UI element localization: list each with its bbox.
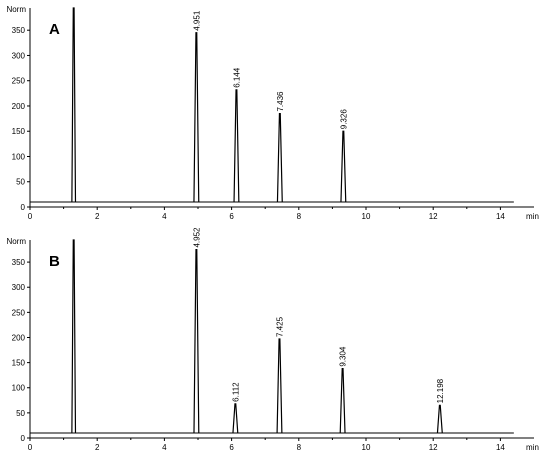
peak-label: 9.304 bbox=[339, 346, 348, 367]
y-tick-label: 350 bbox=[12, 258, 26, 267]
peak-label: 4.951 bbox=[192, 10, 201, 31]
y-tick-label: 150 bbox=[12, 359, 26, 368]
peak-label: 7.436 bbox=[276, 91, 285, 112]
peak-trace bbox=[340, 130, 347, 202]
y-axis-label: Norm bbox=[6, 237, 26, 246]
peak-trace bbox=[339, 368, 346, 433]
y-axis-label: Norm bbox=[6, 5, 26, 14]
x-tick-label: 14 bbox=[496, 443, 505, 452]
x-tick-label: 0 bbox=[28, 443, 33, 452]
x-tick-label: 6 bbox=[229, 443, 234, 452]
x-tick-label: 2 bbox=[95, 443, 100, 452]
x-tick-label: 10 bbox=[362, 443, 371, 452]
y-tick-label: 300 bbox=[12, 51, 26, 60]
y-tick-label: 350 bbox=[12, 26, 26, 35]
x-tick-label: 14 bbox=[496, 212, 505, 221]
peak-trace bbox=[436, 404, 443, 434]
peak-trace bbox=[193, 32, 200, 202]
peak-trace bbox=[71, 239, 77, 433]
peak-trace bbox=[193, 248, 200, 433]
peak-trace bbox=[276, 112, 283, 202]
panel-label: A bbox=[49, 21, 60, 38]
y-tick-label: 250 bbox=[12, 308, 26, 317]
peak-label: 7.425 bbox=[275, 316, 284, 337]
peak-trace bbox=[71, 7, 77, 202]
peak-label: 6.144 bbox=[232, 67, 241, 88]
x-tick-label: 6 bbox=[229, 212, 234, 221]
y-tick-label: 50 bbox=[16, 178, 25, 187]
peak-trace bbox=[276, 338, 283, 433]
y-tick-label: 100 bbox=[12, 384, 26, 393]
peak-label: 4.952 bbox=[192, 227, 201, 248]
chart-panel-a: 0 50 100 150 200 250 300 350 Norm 0 2 4 6 8 10 12 14 min A… bbox=[6, 5, 538, 221]
x-tick-label: 8 bbox=[297, 443, 302, 452]
chart-panel-b: 0 50 100 150 200 250 300 350 Norm 0 2 4 6 8 10 12 14 min B… bbox=[6, 227, 538, 452]
x-tick-label: 10 bbox=[362, 212, 371, 221]
y-tick-label: 250 bbox=[12, 77, 26, 86]
y-tick-label: 200 bbox=[12, 333, 26, 342]
y-tick-label: 0 bbox=[21, 203, 26, 212]
y-tick-label: 200 bbox=[12, 102, 26, 111]
x-tick-label: 4 bbox=[162, 443, 167, 452]
x-tick-label: 8 bbox=[297, 212, 302, 221]
y-tick-label: 100 bbox=[12, 152, 26, 161]
peak-trace bbox=[233, 89, 240, 202]
x-axis-label: min bbox=[526, 212, 539, 221]
x-tick-label: 12 bbox=[429, 443, 438, 452]
peak-label: 6.112 bbox=[231, 382, 240, 402]
y-tick-label: 300 bbox=[12, 283, 26, 292]
x-tick-label: 0 bbox=[28, 212, 33, 221]
y-tick-label: 0 bbox=[21, 434, 26, 443]
x-axis-label: min bbox=[526, 443, 539, 452]
peak-label: 9.326 bbox=[339, 109, 348, 130]
x-tick-label: 12 bbox=[429, 212, 438, 221]
panel-label: B bbox=[49, 253, 60, 270]
peak-label: 12.198 bbox=[436, 378, 445, 403]
y-tick-label: 50 bbox=[16, 409, 25, 418]
x-tick-label: 2 bbox=[95, 212, 100, 221]
peak-trace bbox=[232, 403, 239, 434]
axes-frame bbox=[29, 240, 534, 439]
y-tick-label: 150 bbox=[12, 127, 26, 136]
x-tick-label: 4 bbox=[162, 212, 167, 221]
